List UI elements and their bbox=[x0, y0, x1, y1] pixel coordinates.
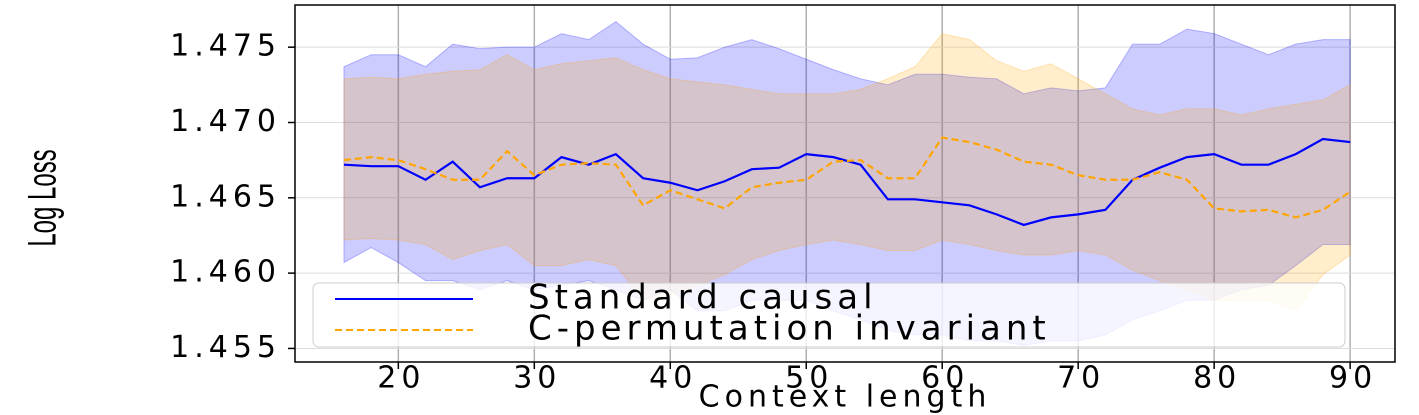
x-tick-label: 20 bbox=[377, 361, 425, 396]
plot-frame bbox=[294, 4, 1396, 363]
x-tick-label: 40 bbox=[649, 361, 697, 396]
legend-label: C-permutation invariant bbox=[528, 309, 1051, 349]
y-tick-label: 1.465 bbox=[170, 179, 281, 214]
x-tick-label: 60 bbox=[921, 361, 969, 396]
y-axis-label: Log Loss bbox=[19, 149, 64, 246]
x-tick-label: 80 bbox=[1193, 361, 1241, 396]
legend-box bbox=[312, 282, 1346, 348]
x-tick-label: 70 bbox=[1057, 361, 1105, 396]
y-tick-label: 1.455 bbox=[170, 330, 281, 365]
x-tick-label: 90 bbox=[1329, 361, 1377, 396]
y-tick-label: 1.475 bbox=[170, 29, 281, 64]
x-tick-label: 30 bbox=[513, 361, 561, 396]
x-axis-label: Context length bbox=[699, 380, 992, 415]
x-tick-label: 50 bbox=[785, 361, 833, 396]
y-tick-label: 1.460 bbox=[170, 255, 281, 290]
line bbox=[343, 136, 1351, 219]
y-tick-label: 1.470 bbox=[170, 104, 281, 139]
legend-label: Standard causal bbox=[528, 278, 878, 318]
